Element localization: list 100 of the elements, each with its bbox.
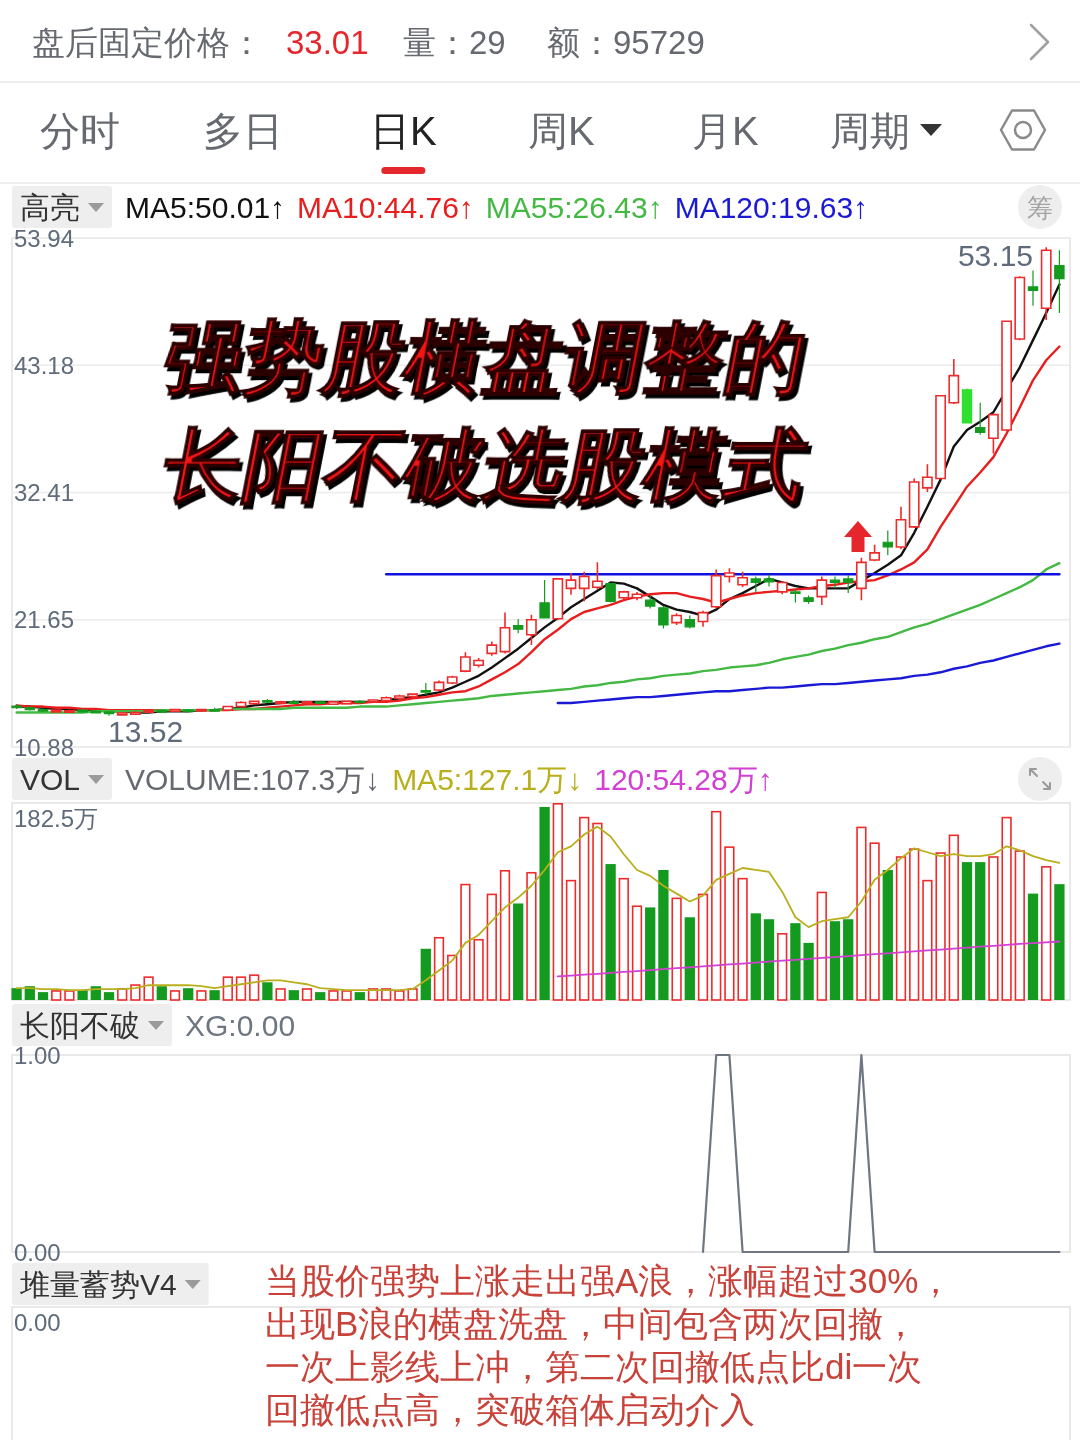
y-tick-label: 21.65: [14, 606, 75, 634]
bar: [579, 816, 590, 1001]
candlestick: [552, 577, 564, 622]
bar: [473, 938, 484, 1001]
candlestick: [420, 682, 432, 696]
text: 周期: [830, 109, 910, 153]
bar: [882, 869, 893, 1000]
text: 堆量蓄势V4: [19, 1268, 177, 1301]
candlestick: [407, 692, 419, 698]
candlestick: [882, 529, 894, 556]
bar: [526, 871, 537, 1001]
candlestick: [248, 699, 260, 706]
text: 分时: [40, 109, 120, 153]
bar: [420, 948, 431, 1000]
bar: [737, 877, 748, 1001]
chart-title: 长阳不破: [20, 1009, 140, 1042]
candlestick: [605, 583, 616, 604]
bar: [143, 976, 154, 1001]
y-tick-label: 10.88: [14, 733, 75, 761]
bar: [816, 891, 827, 1001]
candlestick: [24, 705, 36, 712]
text: MA55:26.43↑: [485, 191, 663, 224]
y-tick-label: 53.94: [14, 224, 75, 252]
bar: [288, 990, 299, 1000]
candlestick: [116, 711, 128, 717]
bar: [156, 986, 167, 1000]
candlestick: [459, 651, 471, 674]
bar: [486, 893, 497, 1001]
candlestick: [829, 575, 841, 589]
candlestick: [1054, 249, 1065, 314]
bar: [460, 883, 471, 1001]
candlestick: [63, 708, 75, 714]
text: 月K: [692, 109, 759, 153]
candlestick: [288, 699, 300, 705]
candlestick: [644, 594, 656, 610]
candlestick: [129, 710, 141, 716]
candlestick: [842, 574, 854, 594]
bar: [856, 826, 867, 1001]
text: 盘后固定价格：: [32, 24, 263, 61]
line-series: [556, 642, 1061, 705]
bar: [262, 982, 273, 1000]
bar: [724, 846, 735, 1001]
bar: [935, 852, 946, 1001]
candlestick: [803, 594, 814, 605]
bar: [1041, 866, 1052, 1001]
candlestick: [314, 700, 326, 705]
candlestick: [974, 402, 986, 436]
candlestick: [816, 575, 828, 606]
candlestick: [697, 610, 709, 628]
candlestick: [710, 568, 722, 610]
candlestick: [790, 588, 801, 604]
bar: [354, 992, 365, 1000]
text: 出现B浪的横盘洗盘，中间包含两次回撤，: [265, 1304, 919, 1343]
candlestick: [222, 705, 234, 712]
bar: [235, 976, 247, 1001]
candlestick: [1001, 320, 1013, 432]
candlestick: [750, 575, 762, 593]
candlestick: [1040, 246, 1052, 321]
candlestick: [473, 657, 485, 669]
candlestick: [618, 589, 630, 601]
text: 日K: [370, 109, 437, 153]
bar: [645, 907, 656, 1000]
candlestick: [380, 695, 392, 703]
candlestick: [855, 556, 867, 601]
candlestick: [11, 703, 22, 710]
candlestick: [486, 640, 498, 657]
candlestick: [301, 700, 313, 706]
bar: [750, 913, 761, 1000]
bar: [1014, 850, 1025, 1001]
bar: [275, 988, 286, 1001]
candlestick: [763, 574, 775, 588]
bar: [169, 990, 181, 1001]
text: 筹: [1027, 193, 1053, 223]
bar: [407, 988, 418, 1001]
bar: [988, 856, 999, 1001]
bar: [684, 917, 695, 1000]
bar: [37, 992, 49, 1000]
bar: [1054, 884, 1065, 1000]
text: 高亮: [20, 191, 80, 224]
bar: [592, 822, 603, 1001]
bar: [618, 877, 629, 1001]
text: 33.01: [286, 24, 369, 61]
bar: [961, 862, 973, 1000]
bar: [341, 990, 352, 1001]
bar: [948, 834, 959, 1001]
bar: [763, 919, 775, 1000]
bar: [777, 933, 788, 1001]
bar: [869, 842, 880, 1001]
annotation: 53.15: [957, 239, 1033, 272]
candlestick: [182, 708, 194, 713]
text: 量：29: [403, 24, 506, 61]
bar: [922, 879, 933, 1001]
line-series: [15, 561, 1061, 714]
bar: [565, 879, 577, 1001]
bar: [1001, 816, 1012, 1001]
candlestick: [961, 388, 973, 424]
candlestick: [77, 708, 88, 714]
candlestick: [776, 580, 788, 596]
bar: [803, 942, 814, 1000]
bar: [183, 988, 194, 1000]
